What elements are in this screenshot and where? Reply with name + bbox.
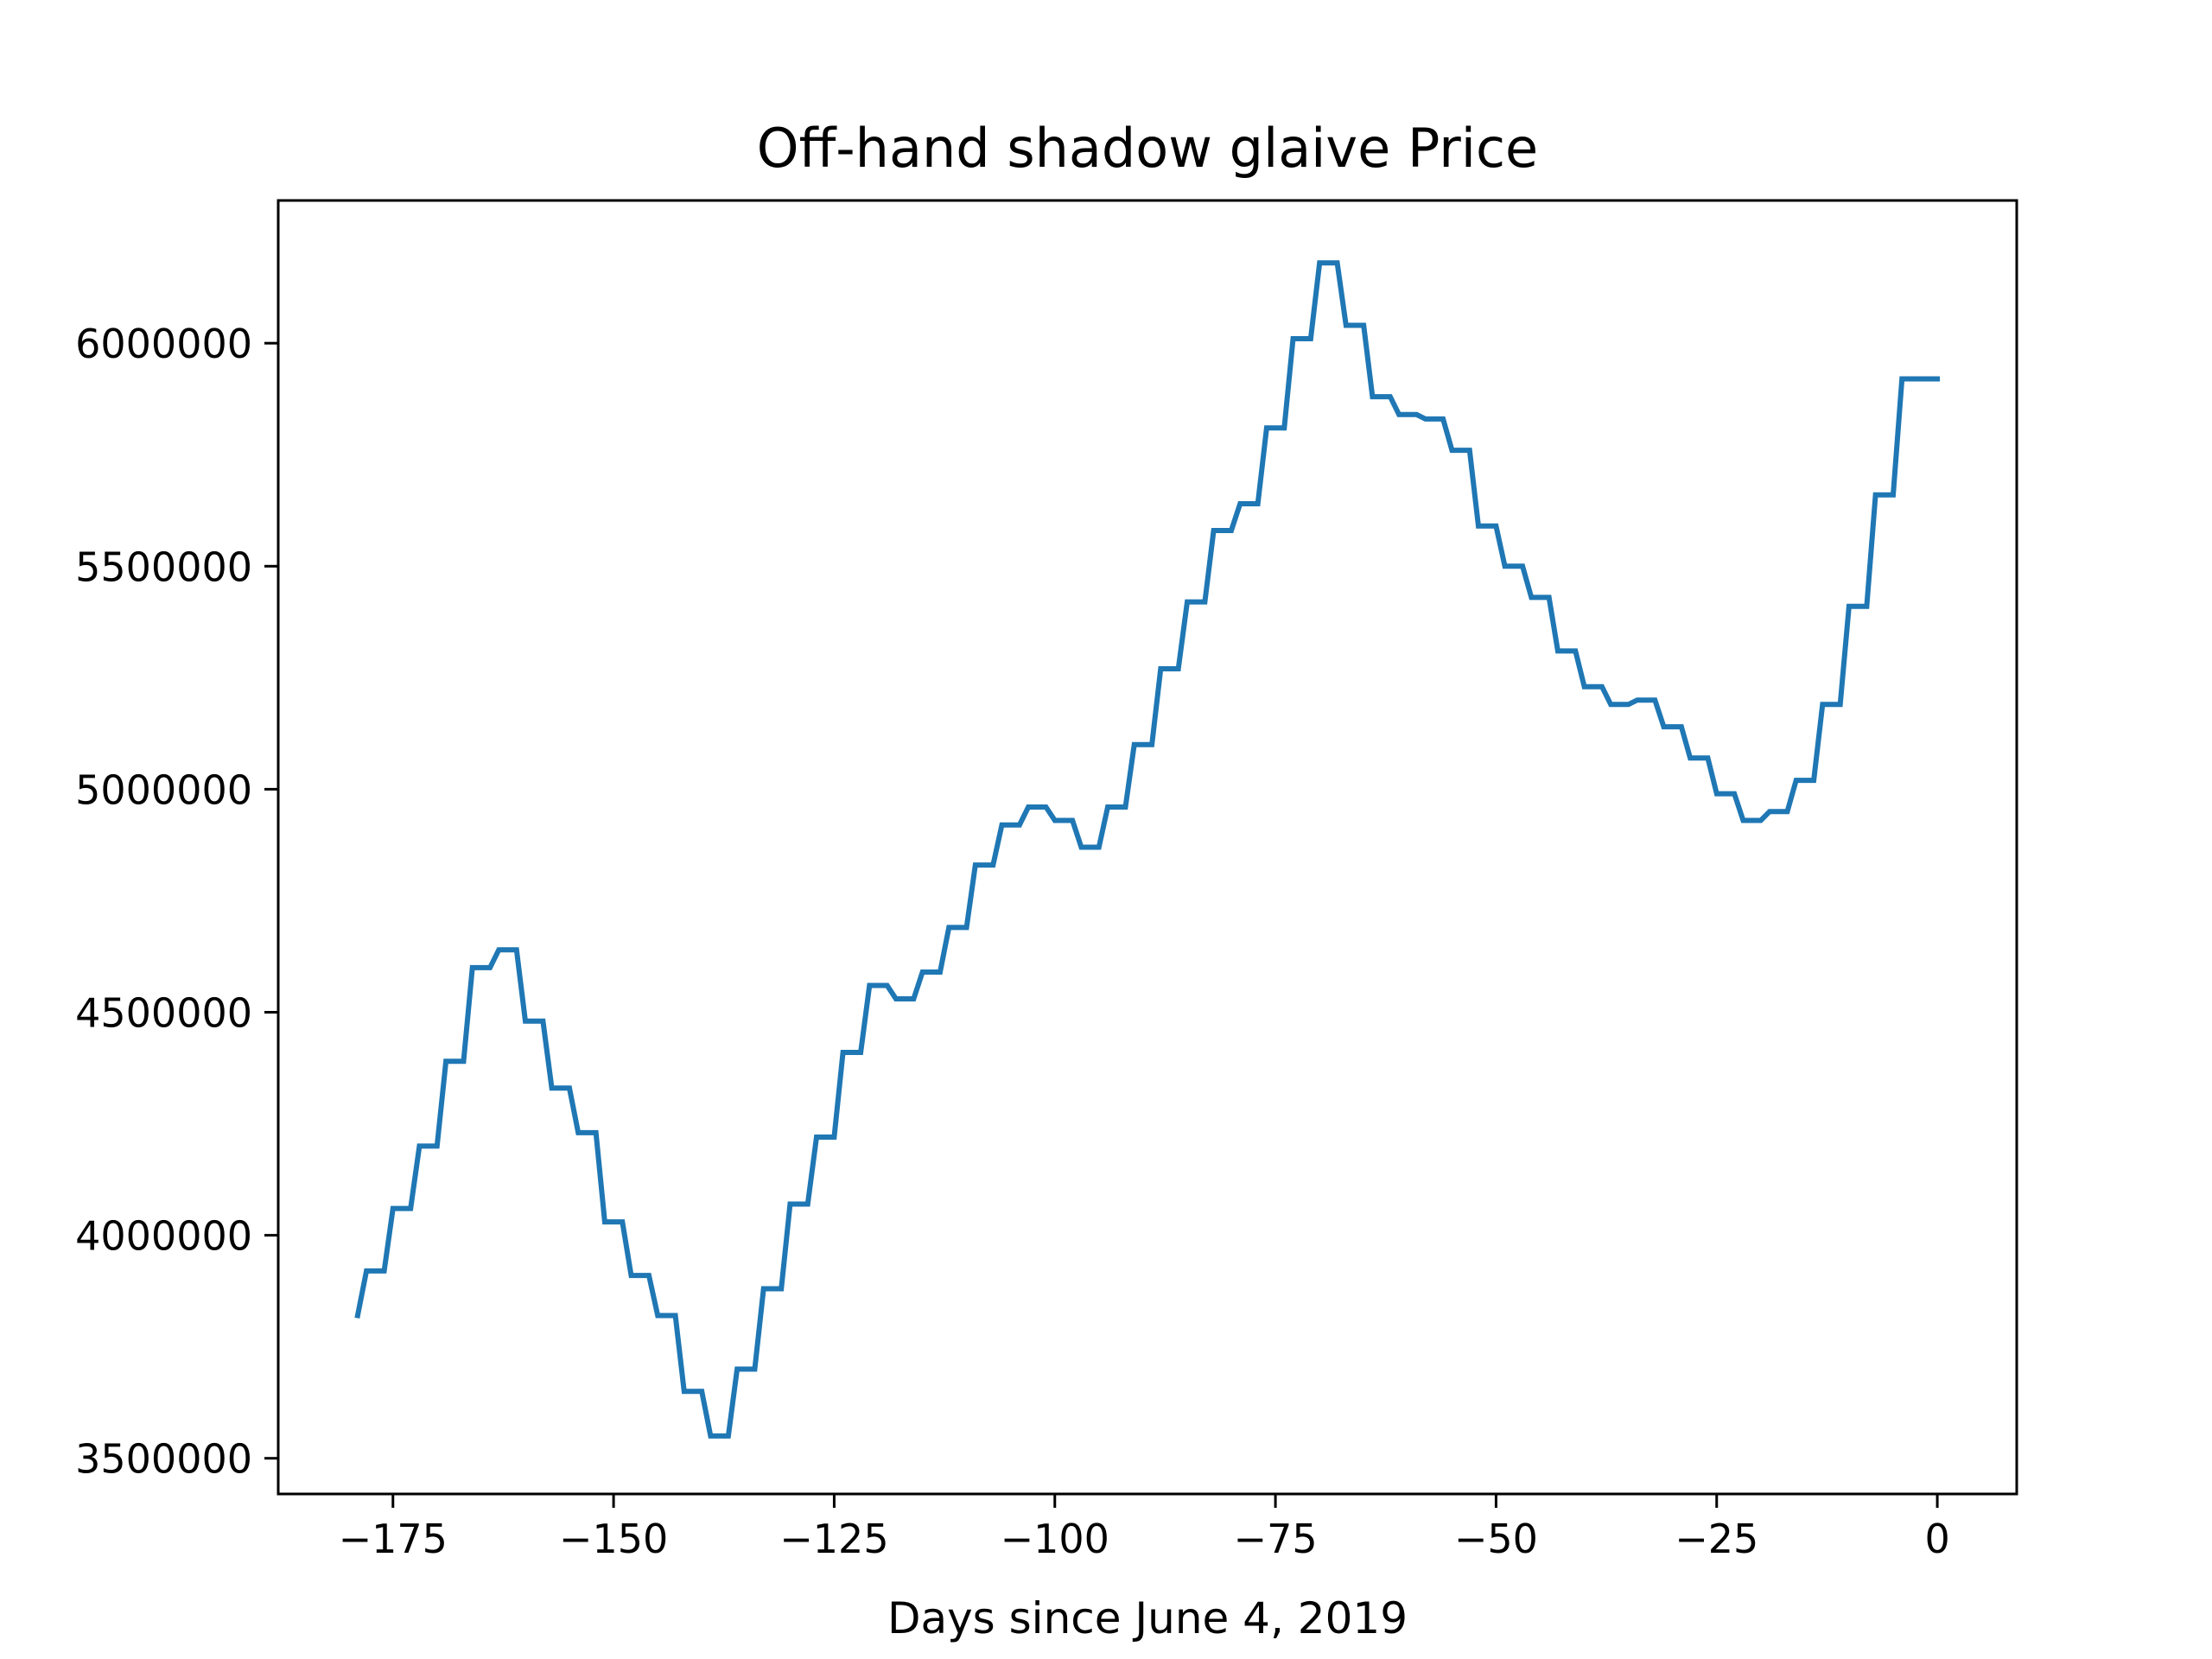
x-axis-ticks: −175 −150 −125 −100 −75 −50 −25 0 [339,1494,1950,1562]
y-tick-label: 6000000 [75,321,252,367]
y-tick-label: 4000000 [75,1213,252,1260]
y-tick-label: 5500000 [75,543,252,590]
x-tick-label: 0 [1924,1516,1949,1562]
x-tick-label: −50 [1454,1516,1538,1562]
plot-area-frame [276,199,2018,1496]
x-tick-label: −150 [559,1516,668,1562]
y-tick-label: 5000000 [75,766,252,813]
y-tick-label: 3500000 [75,1436,252,1483]
y-tick-label: 4500000 [75,989,252,1036]
x-tick-label: −175 [339,1516,448,1562]
x-tick-label: −75 [1234,1516,1318,1562]
x-tick-label: −125 [779,1516,888,1562]
x-axis-label: Days since June 4, 2019 [887,1593,1408,1643]
price-series-line [354,260,1941,1439]
x-tick-label: −25 [1675,1516,1758,1562]
x-tick-label: −100 [1001,1516,1109,1562]
chart-title: Off-hand shadow glaive Price [757,117,1538,180]
y-axis-ticks: 3500000 4000000 4500000 5000000 5500000 60000… [75,321,278,1483]
